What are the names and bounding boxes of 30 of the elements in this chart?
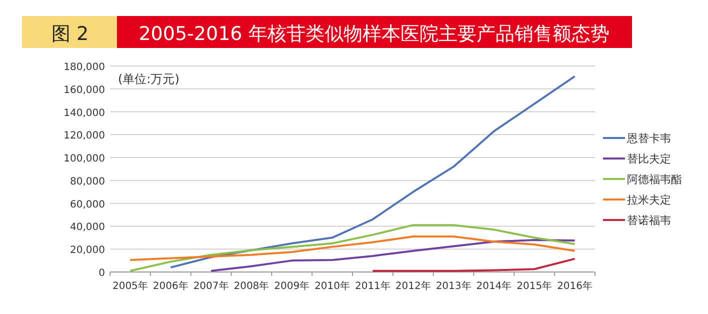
legend-label: 阿德福韦酯 — [627, 173, 682, 186]
annotation: (单位:万元) — [118, 72, 180, 86]
x-tick-label: 2009年 — [274, 280, 310, 292]
y-tick-label: 60,000 — [70, 199, 105, 210]
y-tick-label: 0 — [98, 268, 105, 279]
y-tick-label: 140,000 — [64, 108, 105, 119]
y-tick-label: 180,000 — [64, 62, 105, 73]
x-tick-label: 2007年 — [193, 280, 229, 292]
legend-label: 恩替卡韦 — [626, 132, 671, 145]
legend-label: 替比夫定 — [627, 152, 671, 166]
y-tick-label: 40,000 — [70, 222, 105, 234]
x-tick-label: 2011年 — [354, 280, 390, 292]
y-tick-label: 160,000 — [64, 84, 105, 96]
x-tick-label: 2008年 — [234, 280, 270, 292]
y-tick-label: 100,000 — [64, 154, 105, 165]
legend-label: 替诺福韦 — [627, 214, 671, 227]
x-tick-label: 2010年 — [314, 280, 350, 292]
legend-label: 拉米夫定 — [627, 194, 671, 206]
x-tick-label: 2005年 — [112, 280, 148, 292]
y-tick-label: 120,000 — [64, 130, 105, 142]
caption: 图 2 — [51, 23, 89, 45]
x-tick-label: 2016年 — [557, 280, 593, 292]
chart-title: 2005-2016 年核苷类似物样本医院主要产品销售额态势 — [138, 23, 610, 45]
y-tick-label: 80,000 — [70, 176, 105, 188]
x-tick-label: 2015年 — [516, 280, 552, 292]
x-tick-label: 2013年 — [436, 280, 472, 292]
y-tick-label: 20,000 — [70, 245, 105, 256]
x-tick-label: 2014年 — [476, 280, 512, 292]
x-tick-label: 2006年 — [152, 280, 188, 292]
x-tick-label: 2012年 — [395, 280, 431, 292]
